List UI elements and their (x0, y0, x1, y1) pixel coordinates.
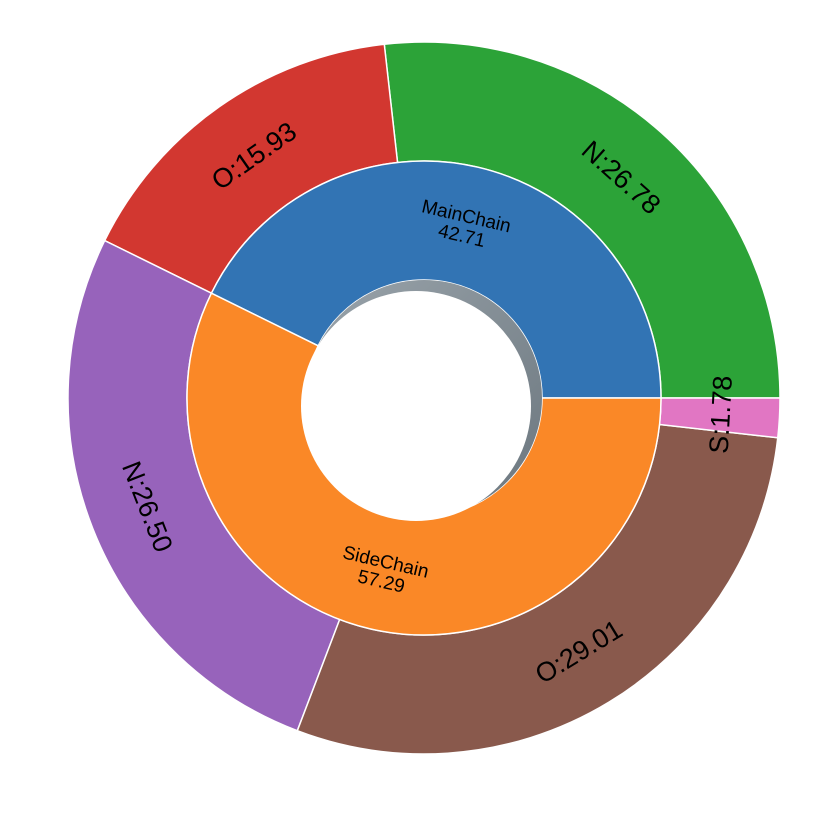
outer-ring (67, 41, 781, 755)
outer-label-s-1-78: S:1.78 (704, 375, 738, 455)
center-hole (301, 280, 542, 521)
hole-fill (301, 291, 531, 521)
